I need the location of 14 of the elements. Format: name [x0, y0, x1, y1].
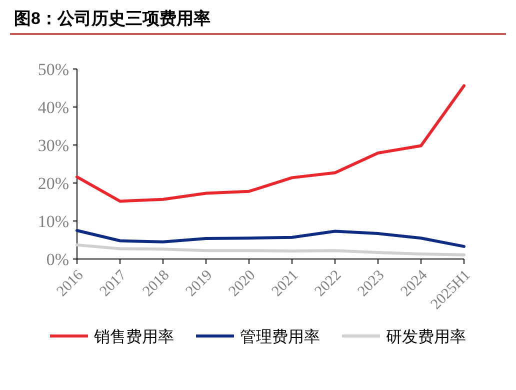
line-series	[76, 243, 466, 256]
legend-label: 管理费用率	[240, 328, 320, 346]
x-tick-label: 2021	[269, 267, 302, 300]
y-tick-label: 40%	[38, 98, 69, 117]
line-series	[76, 84, 466, 203]
y-tick-label: 50%	[38, 60, 69, 79]
legend-label: 销售费用率	[93, 328, 174, 346]
line-series	[76, 229, 466, 248]
y-tick-label: 20%	[38, 174, 69, 193]
y-tick-label: 30%	[38, 136, 69, 155]
chart-title: 图8：公司历史三项费用率	[14, 9, 210, 28]
y-tick-label: 10%	[38, 212, 69, 231]
legend-label: 研发费用率	[386, 328, 466, 346]
y-tick-label: 0%	[46, 250, 69, 269]
